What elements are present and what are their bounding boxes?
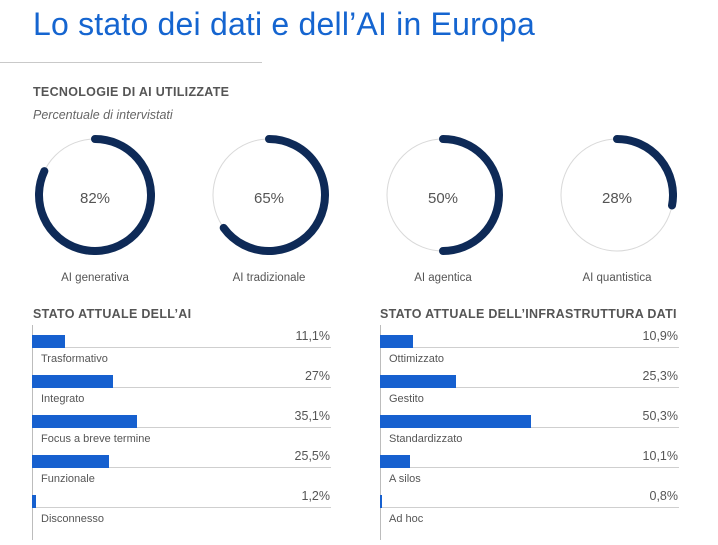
- donut-label: AI tradizionale: [189, 272, 349, 284]
- bar-row-funzionale: 25,5% Funzionale: [32, 445, 332, 485]
- bar: [380, 375, 456, 388]
- ai-status-title: STATO ATTUALE DELL’AI: [33, 307, 191, 321]
- donut-label: AI generativa: [15, 272, 175, 284]
- bar: [380, 455, 410, 468]
- bar: [32, 415, 137, 428]
- bar-baseline: [380, 467, 679, 468]
- donut-ai-tradizionale: 65% AI tradizionale: [209, 135, 339, 295]
- bar-value: 10,1%: [643, 449, 678, 463]
- bar-row-disconnesso: 1,2% Disconnesso: [32, 485, 332, 525]
- donut-ai-quantistica: 28% AI quantistica: [557, 135, 687, 295]
- bar-label: Ad hoc: [389, 513, 423, 525]
- bar-baseline: [32, 507, 331, 508]
- donut-value: 82%: [35, 190, 155, 207]
- donut-label: AI agentica: [363, 272, 523, 284]
- donut-section-subtitle: Percentuale di intervistati: [33, 108, 173, 122]
- donut-value: 50%: [383, 190, 503, 207]
- bar-label: Disconnesso: [41, 513, 104, 525]
- donut-section-title: TECNOLOGIE DI AI UTILIZZATE: [33, 85, 229, 99]
- bar-value: 0,8%: [650, 489, 679, 503]
- bar: [380, 335, 413, 348]
- donut-label: AI quantistica: [537, 272, 697, 284]
- bar-value: 50,3%: [643, 409, 678, 423]
- bar-label: Trasformativo: [41, 353, 108, 365]
- bar-row-standardizzato: 50,3% Standardizzato: [380, 405, 680, 445]
- bar-row-trasformativo: 11,1% Trasformativo: [32, 325, 332, 365]
- bar-value: 1,2%: [302, 489, 331, 503]
- bar-value: 27%: [305, 369, 330, 383]
- bar-value: 11,1%: [295, 329, 330, 343]
- bar-row-ad-hoc: 0,8% Ad hoc: [380, 485, 680, 525]
- bar-value: 25,5%: [295, 449, 330, 463]
- bar-label: Focus a breve termine: [41, 433, 150, 445]
- bar: [32, 375, 113, 388]
- bar-row-gestito: 25,3% Gestito: [380, 365, 680, 405]
- donut-value: 65%: [209, 190, 329, 207]
- bar-row-ottimizzato: 10,9% Ottimizzato: [380, 325, 680, 365]
- donut-value: 28%: [557, 190, 677, 207]
- bar-label: Standardizzato: [389, 433, 462, 445]
- donut-chart-group: 82% AI generativa 65% AI tradizionale 50…: [0, 135, 718, 295]
- bar: [380, 495, 382, 508]
- data-infrastructure-title: STATO ATTUALE DELL’INFRASTRUTTURA DATI: [380, 307, 677, 321]
- bar-label: Funzionale: [41, 473, 95, 485]
- bar-label: Integrato: [41, 393, 84, 405]
- bar: [380, 415, 531, 428]
- bar-label: A silos: [389, 473, 421, 485]
- bar: [32, 495, 36, 508]
- bar-value: 10,9%: [643, 329, 678, 343]
- bar-baseline: [32, 347, 331, 348]
- bar-row-focus-a-breve-termine: 35,1% Focus a breve termine: [32, 405, 332, 445]
- donut-ai-generativa: 82% AI generativa: [35, 135, 165, 295]
- donut-ai-agentica: 50% AI agentica: [383, 135, 513, 295]
- bar-value: 25,3%: [643, 369, 678, 383]
- bar-baseline: [380, 507, 679, 508]
- bar: [32, 335, 65, 348]
- bar-value: 35,1%: [295, 409, 330, 423]
- page-title: Lo stato dei dati e dell’AI in Europa: [33, 6, 535, 43]
- bar-label: Gestito: [389, 393, 424, 405]
- bar: [32, 455, 109, 468]
- bar-row-integrato: 27% Integrato: [32, 365, 332, 405]
- bar-baseline: [380, 347, 679, 348]
- bar-label: Ottimizzato: [389, 353, 444, 365]
- bar-row-a-silos: 10,1% A silos: [380, 445, 680, 485]
- title-divider: [0, 62, 262, 63]
